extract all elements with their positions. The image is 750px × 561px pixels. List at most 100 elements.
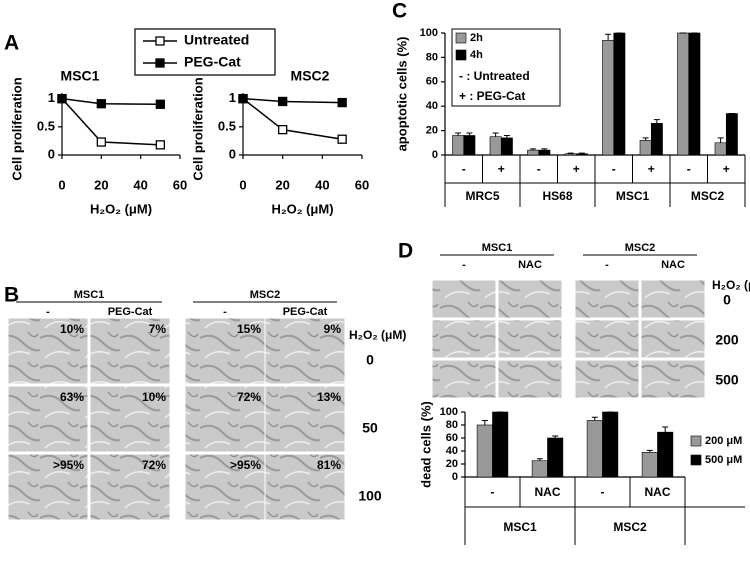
x-tick-label: - xyxy=(687,162,691,176)
y-tick-label: 100 xyxy=(440,406,458,418)
marker xyxy=(96,137,106,147)
micrograph xyxy=(640,359,706,399)
bar xyxy=(452,135,465,156)
micrograph xyxy=(264,453,346,521)
micrograph xyxy=(574,279,640,319)
column-label: PEG-Cat xyxy=(108,306,153,318)
percent-label: 15% xyxy=(237,322,261,336)
group-label: MSC1 xyxy=(503,520,537,534)
x-tick-label: 40 xyxy=(133,177,147,192)
percent-label: >95% xyxy=(53,458,84,472)
legend-label: 200 μM xyxy=(705,435,742,447)
micrograph xyxy=(497,279,563,319)
annotation: + : PEG-Cat xyxy=(459,89,525,103)
column-label: PEG-Cat xyxy=(283,306,328,318)
marker xyxy=(155,99,165,109)
marker xyxy=(57,93,67,104)
y-tick-label: 0 xyxy=(452,471,458,483)
line xyxy=(242,97,343,104)
error-bar xyxy=(717,137,724,143)
group-label: MSC1 xyxy=(616,189,650,203)
y-tick-label: 20 xyxy=(446,458,458,470)
error-bar xyxy=(536,458,543,461)
marker xyxy=(278,96,288,107)
legend-label: 500 μM xyxy=(705,454,742,466)
legend-marker xyxy=(155,58,165,68)
micrograph xyxy=(184,385,266,453)
error-bar xyxy=(503,134,510,138)
percent-label: 13% xyxy=(317,390,341,404)
error-bar xyxy=(492,132,499,137)
column-label: - xyxy=(223,306,227,318)
y-tick-label: 0 xyxy=(48,146,55,161)
micrograph xyxy=(7,385,89,453)
bar xyxy=(547,437,564,478)
line xyxy=(61,98,161,146)
bar xyxy=(476,424,493,478)
error-bar xyxy=(541,148,548,151)
group-label: MSC2 xyxy=(625,242,656,254)
micrograph xyxy=(640,319,706,359)
y-tick-label: 0 xyxy=(432,149,438,161)
bar xyxy=(602,411,619,478)
bar xyxy=(489,136,502,156)
bar xyxy=(575,153,588,156)
micrograph xyxy=(7,317,89,385)
x-tick-label: - xyxy=(462,162,466,176)
bar xyxy=(463,135,476,156)
x-tick-label: - xyxy=(612,162,616,176)
x-tick-label: + xyxy=(723,162,730,176)
legend-label: 4h xyxy=(470,49,483,61)
error-bar xyxy=(591,416,598,421)
percent-label: 81% xyxy=(317,458,341,472)
x-tick-label: 40 xyxy=(315,177,329,192)
error-bar xyxy=(646,449,653,453)
legend-swatch xyxy=(690,435,702,447)
bar xyxy=(538,149,551,156)
error-bar xyxy=(578,152,585,154)
percent-label: 72% xyxy=(237,390,261,404)
x-tick-label: 20 xyxy=(275,177,289,192)
legend-swatch xyxy=(455,32,467,44)
error-bar xyxy=(481,419,488,425)
micrograph xyxy=(89,385,171,453)
x-axis-label: H₂O₂ (μM) xyxy=(90,201,152,216)
y-axis-label: apoptotic cells (%) xyxy=(394,37,409,152)
bar xyxy=(657,431,674,478)
bar xyxy=(564,153,577,156)
line xyxy=(61,97,161,106)
unit-label: H₂O₂ (μM) xyxy=(712,278,750,292)
percent-label: 10% xyxy=(60,322,84,336)
error-bar xyxy=(605,33,612,41)
x-tick-label: - xyxy=(537,162,541,176)
micrograph xyxy=(497,359,563,399)
bar xyxy=(688,32,701,156)
micrograph xyxy=(431,319,497,359)
x-tick-label: + xyxy=(573,162,580,176)
micrograph xyxy=(184,317,266,385)
micrograph xyxy=(431,359,497,399)
legend-swatch xyxy=(690,454,702,466)
chart-title: MSC1 xyxy=(61,68,100,84)
y-tick-label: 1 xyxy=(48,90,55,105)
chart-title: MSC2 xyxy=(291,68,330,84)
group-label: MSC1 xyxy=(482,242,513,254)
group-label: MSC2 xyxy=(691,189,725,203)
marker xyxy=(337,97,347,108)
micrograph xyxy=(264,385,346,453)
percent-label: 63% xyxy=(60,390,84,404)
legend-label: Untreated xyxy=(184,32,249,48)
error-bar xyxy=(642,137,649,141)
x-tick-label: NAC xyxy=(535,485,561,499)
bar xyxy=(650,122,663,156)
micrograph xyxy=(574,319,640,359)
y-axis-label: Cell proliferation xyxy=(190,77,205,180)
marker xyxy=(155,140,165,150)
row-label: 100 xyxy=(358,488,382,504)
y-tick-label: 80 xyxy=(426,51,438,63)
unit-label: H₂O₂ (μM) xyxy=(349,328,406,342)
error-bar xyxy=(455,132,462,136)
x-tick-label: 60 xyxy=(355,177,369,192)
y-axis-label: dead cells (%) xyxy=(418,401,433,488)
